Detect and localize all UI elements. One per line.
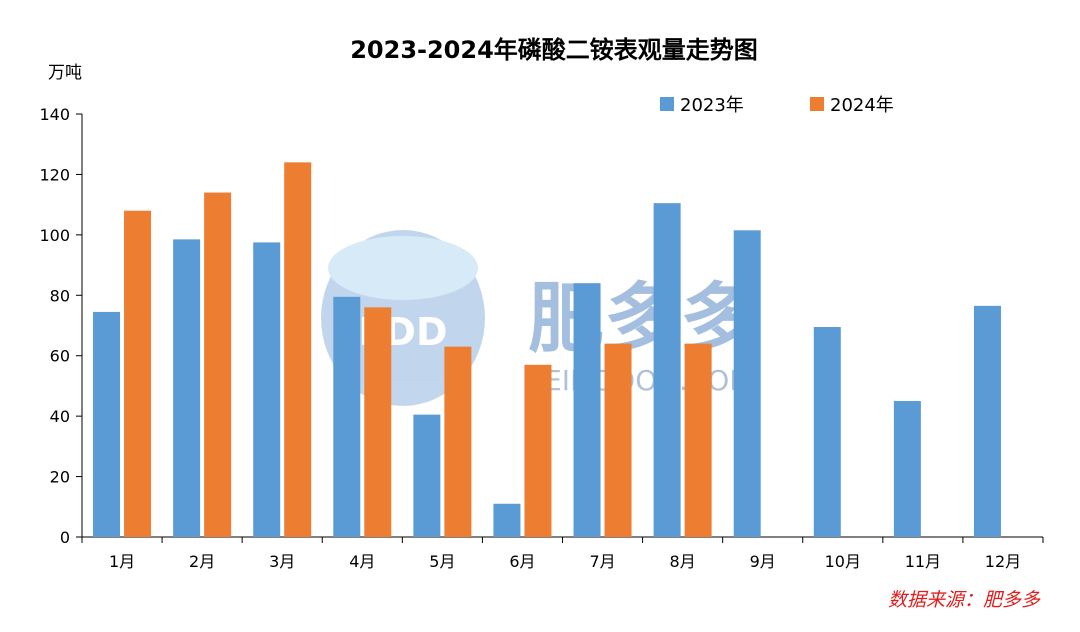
y-tick-label: 60	[50, 347, 70, 366]
y-axis-unit: 万吨	[48, 63, 82, 83]
bars-group	[93, 162, 1001, 538]
y-tick-label: 20	[50, 468, 70, 487]
bar-2023年-2月	[173, 239, 201, 537]
x-tick-label: 10月	[825, 552, 861, 571]
bar-2024年-5月	[444, 346, 472, 537]
x-tick-label: 9月	[750, 552, 776, 571]
x-tick-label: 1月	[109, 552, 135, 571]
chart-title: 2023-2024年磷酸二铵表观量走势图	[350, 36, 758, 64]
y-tick-label: 140	[39, 105, 70, 124]
x-tick-label: 5月	[429, 552, 455, 571]
legend-swatch	[810, 97, 824, 111]
x-tick-label: 11月	[905, 552, 941, 571]
legend-label: 2023年	[680, 95, 744, 116]
bar-2024年-2月	[204, 192, 232, 538]
bar-2023年-5月	[413, 414, 441, 537]
bar-2023年-11月	[893, 401, 921, 537]
bar-2024年-4月	[364, 307, 392, 537]
watermark-main-text: 肥多多	[528, 274, 756, 363]
x-tick-label: 7月	[589, 552, 615, 571]
legend-label: 2024年	[830, 95, 894, 116]
y-axis: 0 20 40 60 80 100 120 140	[39, 105, 83, 547]
bar-2024年-1月	[124, 210, 152, 537]
x-tick-label: 4月	[349, 552, 375, 571]
bar-2023年-8月	[653, 203, 681, 537]
legend: 2023年 2024年	[660, 95, 894, 116]
bar-2023年-9月	[733, 230, 761, 537]
y-tick-label: 100	[39, 226, 70, 245]
y-tick-label: 120	[39, 165, 70, 184]
bar-2023年-4月	[333, 296, 361, 537]
bar-2023年-10月	[813, 327, 841, 537]
x-tick-label: 6月	[509, 552, 535, 571]
y-tick-label: 40	[50, 407, 70, 426]
y-tick-label: 0	[60, 528, 70, 547]
watermark: FDD 肥多多 FEIDODOD.COM	[321, 230, 756, 406]
bar-2024年-3月	[284, 162, 312, 538]
bar-2024年-8月	[684, 343, 712, 537]
x-tick-label: 3月	[269, 552, 295, 571]
bar-2023年-1月	[93, 311, 121, 537]
legend-swatch	[660, 97, 674, 111]
watermark-logo-highlight	[328, 236, 478, 300]
source-note: 数据来源：肥多多	[888, 589, 1041, 611]
x-tick-label: 12月	[985, 552, 1021, 571]
x-tick-label: 8月	[670, 552, 696, 571]
bar-2023年-6月	[493, 503, 521, 537]
bar-2023年-7月	[573, 283, 601, 537]
bar-2024年-7月	[604, 343, 632, 537]
x-axis: 1月 2月 3月 4月 5月 6月 7月 8月 9月 10月 11月 12月	[81, 536, 1044, 571]
watermark-sub-text: FEIDODOD.COM	[528, 364, 753, 397]
bar-2024年-6月	[524, 364, 552, 537]
bar-2023年-3月	[253, 242, 281, 538]
x-tick-label: 2月	[189, 552, 215, 571]
y-tick-label: 80	[50, 286, 70, 305]
bar-2023年-12月	[973, 305, 1001, 537]
